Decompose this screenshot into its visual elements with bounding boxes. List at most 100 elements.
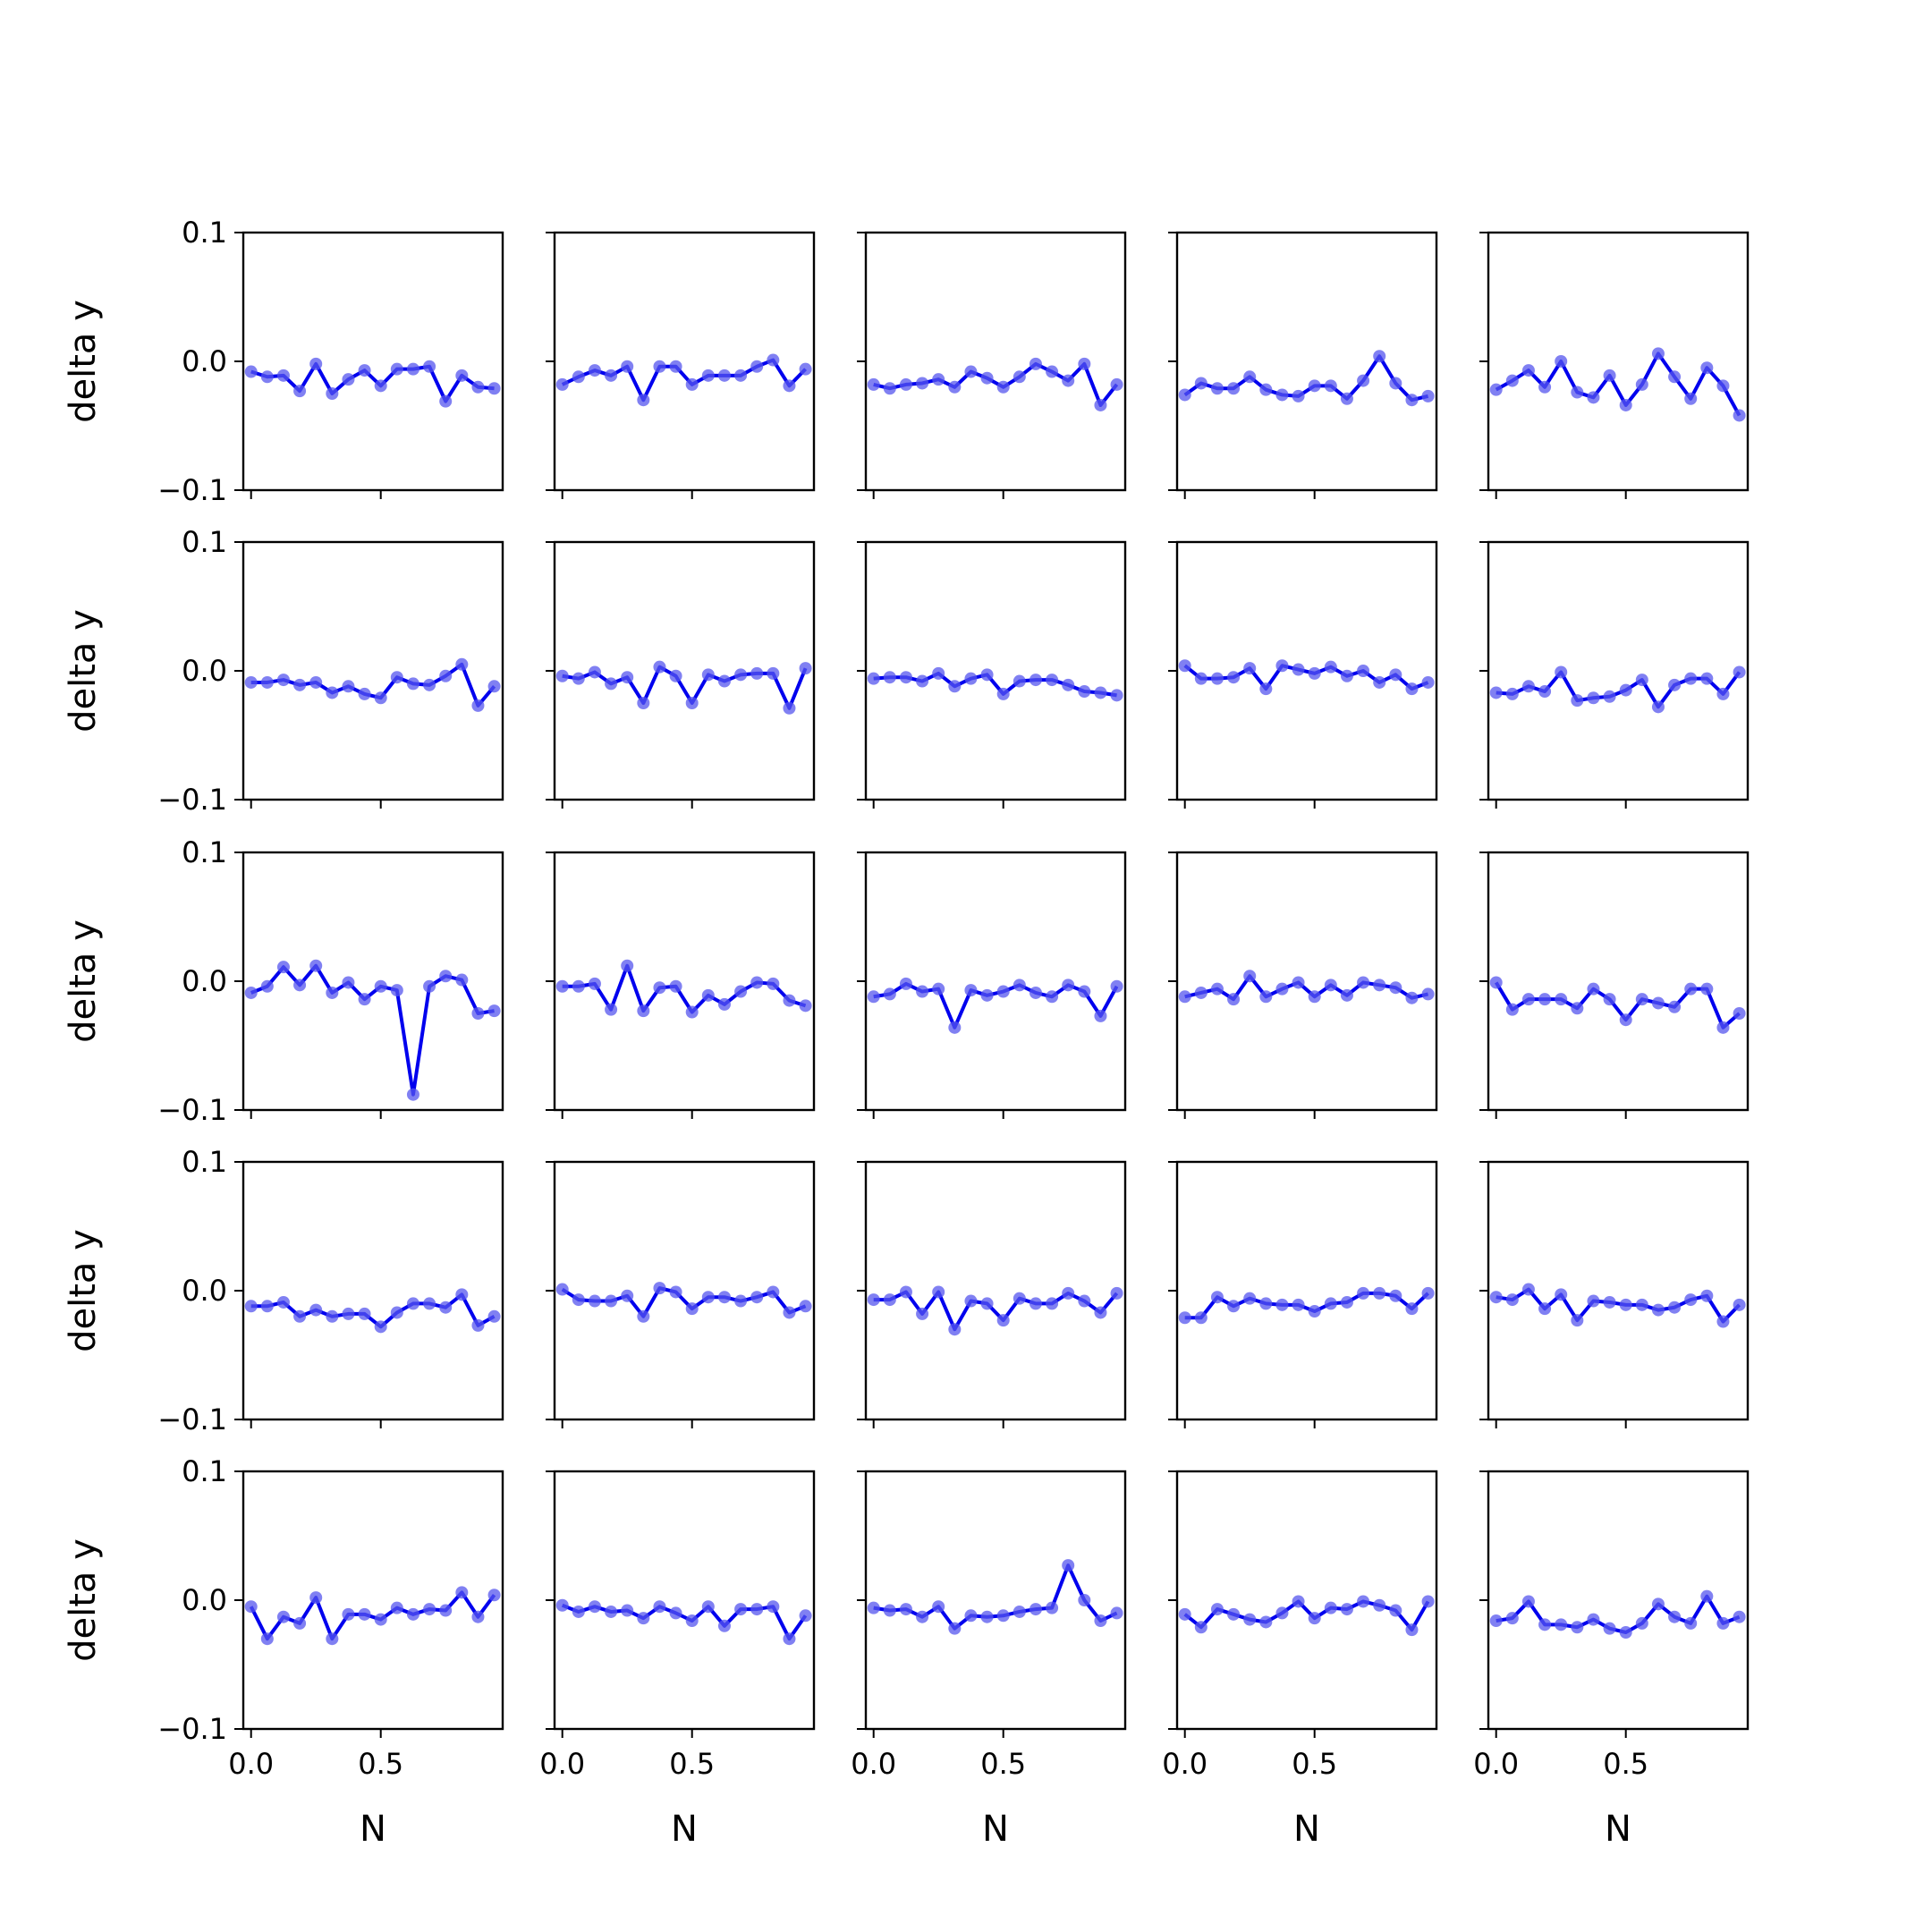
data-point bbox=[276, 674, 290, 687]
series-line bbox=[1496, 1287, 1741, 1324]
data-point bbox=[916, 1307, 929, 1320]
x-tick-label: 0.0 bbox=[228, 1747, 274, 1781]
data-point bbox=[669, 1285, 682, 1299]
data-point bbox=[1094, 1306, 1107, 1319]
data-point bbox=[653, 660, 666, 674]
data-point bbox=[669, 360, 682, 373]
series-line bbox=[562, 665, 808, 710]
data-point bbox=[1227, 382, 1241, 395]
data-point bbox=[358, 364, 371, 377]
data-point bbox=[1405, 1623, 1419, 1637]
data-point bbox=[685, 1614, 699, 1628]
data-point bbox=[783, 1632, 796, 1646]
data-point bbox=[1046, 990, 1059, 1004]
data-point bbox=[390, 362, 403, 376]
series-line bbox=[873, 671, 1117, 698]
data-point bbox=[734, 1294, 748, 1308]
data-point bbox=[588, 1294, 601, 1308]
data-point bbox=[1243, 662, 1257, 675]
series-line bbox=[1495, 352, 1741, 417]
data-point bbox=[1259, 990, 1273, 1004]
data-point bbox=[1275, 1606, 1289, 1620]
data-point bbox=[980, 1610, 994, 1623]
data-point bbox=[309, 959, 323, 972]
data-point bbox=[1210, 1291, 1224, 1304]
series-line bbox=[561, 1286, 807, 1318]
data-point bbox=[439, 394, 453, 408]
data-point bbox=[439, 1604, 453, 1617]
data-point bbox=[1243, 1292, 1257, 1305]
data-point bbox=[767, 977, 780, 990]
data-point bbox=[1227, 671, 1241, 684]
data-point bbox=[1668, 678, 1682, 691]
data-point bbox=[653, 1600, 666, 1614]
data-point bbox=[750, 1291, 764, 1304]
data-point bbox=[637, 697, 650, 709]
data-point bbox=[1651, 700, 1665, 714]
y-axis-label: delta y bbox=[63, 609, 104, 733]
y-axis-label: delta y bbox=[63, 300, 104, 423]
data-point bbox=[1684, 1293, 1698, 1307]
data-point bbox=[244, 675, 258, 689]
data-point bbox=[1619, 683, 1632, 697]
subplot-r2-c1: −0.1 0.0 0.1 delta y bbox=[63, 525, 504, 817]
data-point bbox=[1619, 398, 1632, 411]
data-point bbox=[1538, 993, 1552, 1006]
data-point bbox=[996, 1314, 1010, 1327]
data-point bbox=[572, 672, 585, 685]
data-point bbox=[621, 1604, 634, 1617]
y-axis-label: delta y bbox=[63, 1229, 104, 1352]
data-point bbox=[1684, 1616, 1698, 1630]
data-point bbox=[1062, 1286, 1075, 1300]
data-point bbox=[1684, 672, 1698, 685]
data-point bbox=[1308, 1305, 1321, 1318]
data-point bbox=[883, 1293, 896, 1307]
data-point bbox=[1013, 1605, 1026, 1618]
x-tick-label: 0.5 bbox=[1292, 1747, 1337, 1781]
subplot-r2-c4 bbox=[1168, 540, 1438, 809]
data-point bbox=[996, 1609, 1010, 1623]
data-point bbox=[487, 1004, 501, 1018]
data-point bbox=[750, 666, 764, 680]
data-point bbox=[734, 668, 748, 682]
data-point bbox=[1716, 687, 1730, 700]
data-point bbox=[1421, 389, 1435, 402]
series-line bbox=[250, 1292, 496, 1329]
data-point bbox=[406, 1088, 419, 1101]
data-point bbox=[637, 1309, 650, 1323]
data-point bbox=[1340, 1603, 1353, 1616]
data-point bbox=[390, 1306, 403, 1319]
data-point bbox=[1259, 682, 1273, 696]
data-point bbox=[276, 1610, 290, 1623]
data-point bbox=[1340, 1295, 1353, 1309]
data-point bbox=[1587, 691, 1600, 705]
data-point bbox=[423, 678, 436, 691]
data-point bbox=[1389, 981, 1402, 995]
data-point bbox=[276, 369, 290, 382]
data-point bbox=[1094, 1614, 1107, 1628]
x-tick-label: 0.0 bbox=[1162, 1747, 1208, 1781]
data-point bbox=[1029, 1297, 1042, 1310]
data-point bbox=[1555, 665, 1568, 679]
data-point bbox=[932, 982, 945, 996]
axes-frame bbox=[1175, 231, 1438, 492]
data-point bbox=[996, 380, 1010, 394]
data-point bbox=[1700, 1589, 1714, 1603]
data-point bbox=[1373, 350, 1386, 363]
subplot-r5-c2: 0.0 0.5 N bbox=[539, 1470, 816, 1850]
data-point bbox=[326, 1309, 339, 1323]
series-line bbox=[250, 963, 495, 1097]
data-point bbox=[1013, 370, 1026, 384]
data-point bbox=[1227, 1300, 1241, 1313]
data-point bbox=[1308, 1612, 1321, 1625]
y-tick-label: 0.0 bbox=[182, 344, 227, 378]
subplot-r2-c5 bbox=[1479, 540, 1750, 809]
data-point bbox=[685, 697, 699, 709]
data-point bbox=[980, 668, 994, 682]
data-point bbox=[1078, 1294, 1091, 1308]
data-point bbox=[1078, 1594, 1091, 1606]
data-point bbox=[1110, 689, 1123, 702]
data-point bbox=[916, 674, 929, 688]
